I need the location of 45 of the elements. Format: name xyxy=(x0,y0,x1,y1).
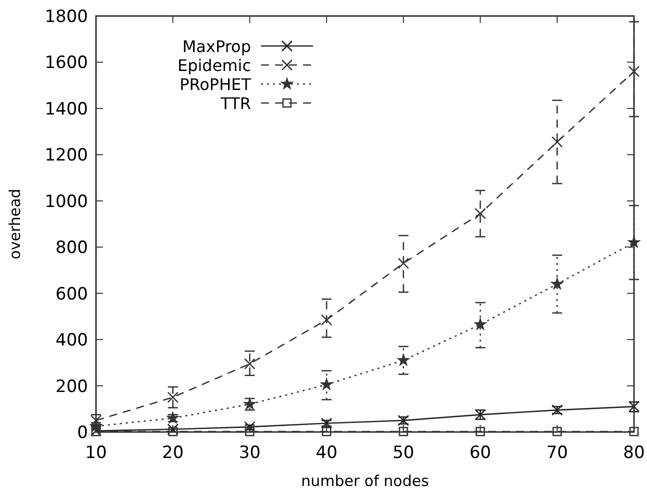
point xyxy=(244,421,256,433)
point xyxy=(473,317,488,330)
y-tick-label: 800 xyxy=(56,238,88,258)
y-tick-label: 1600 xyxy=(44,53,88,74)
y-tick-label: 1400 xyxy=(44,99,88,120)
x-axis-title: number of nodes xyxy=(301,472,430,490)
y-axis-title: overhead xyxy=(6,188,24,260)
point xyxy=(551,136,563,148)
legend-label: MaxProp xyxy=(182,37,251,56)
y-tick-label: 1200 xyxy=(44,146,88,166)
point xyxy=(628,66,640,78)
point xyxy=(244,358,256,370)
point xyxy=(552,426,562,436)
point xyxy=(167,424,179,435)
point xyxy=(550,276,564,290)
x-tick-label: 30 xyxy=(238,443,261,463)
point xyxy=(168,426,178,436)
x-tick-label: 10 xyxy=(85,443,107,463)
y-tick-label: 200 xyxy=(56,376,88,397)
x-tick-label: 20 xyxy=(162,443,184,463)
legend-label: TTR xyxy=(220,94,251,113)
point xyxy=(398,258,410,269)
x-tick-label: 50 xyxy=(392,443,414,463)
point xyxy=(320,314,332,326)
point xyxy=(398,426,408,436)
point xyxy=(476,426,485,436)
x-tick-label: 40 xyxy=(316,443,338,463)
point xyxy=(320,377,334,391)
legend-label: Epidemic xyxy=(177,56,251,75)
y-tick-label: 600 xyxy=(56,284,88,304)
point xyxy=(396,353,410,366)
point xyxy=(474,208,486,220)
y-tick-label: 400 xyxy=(56,330,88,351)
x-tick-label: 80 xyxy=(623,443,645,463)
point xyxy=(245,426,254,436)
point xyxy=(322,426,332,436)
x-tick-label: 70 xyxy=(546,443,568,463)
y-tick-label: 1000 xyxy=(44,192,88,212)
y-tick-label: 1800 xyxy=(44,7,88,27)
y-tick-label: 0 xyxy=(77,423,88,443)
point xyxy=(629,426,639,436)
point xyxy=(167,392,179,403)
legend-label: PRoPHET xyxy=(180,75,252,94)
x-tick-label: 60 xyxy=(469,443,492,463)
point xyxy=(166,410,180,424)
